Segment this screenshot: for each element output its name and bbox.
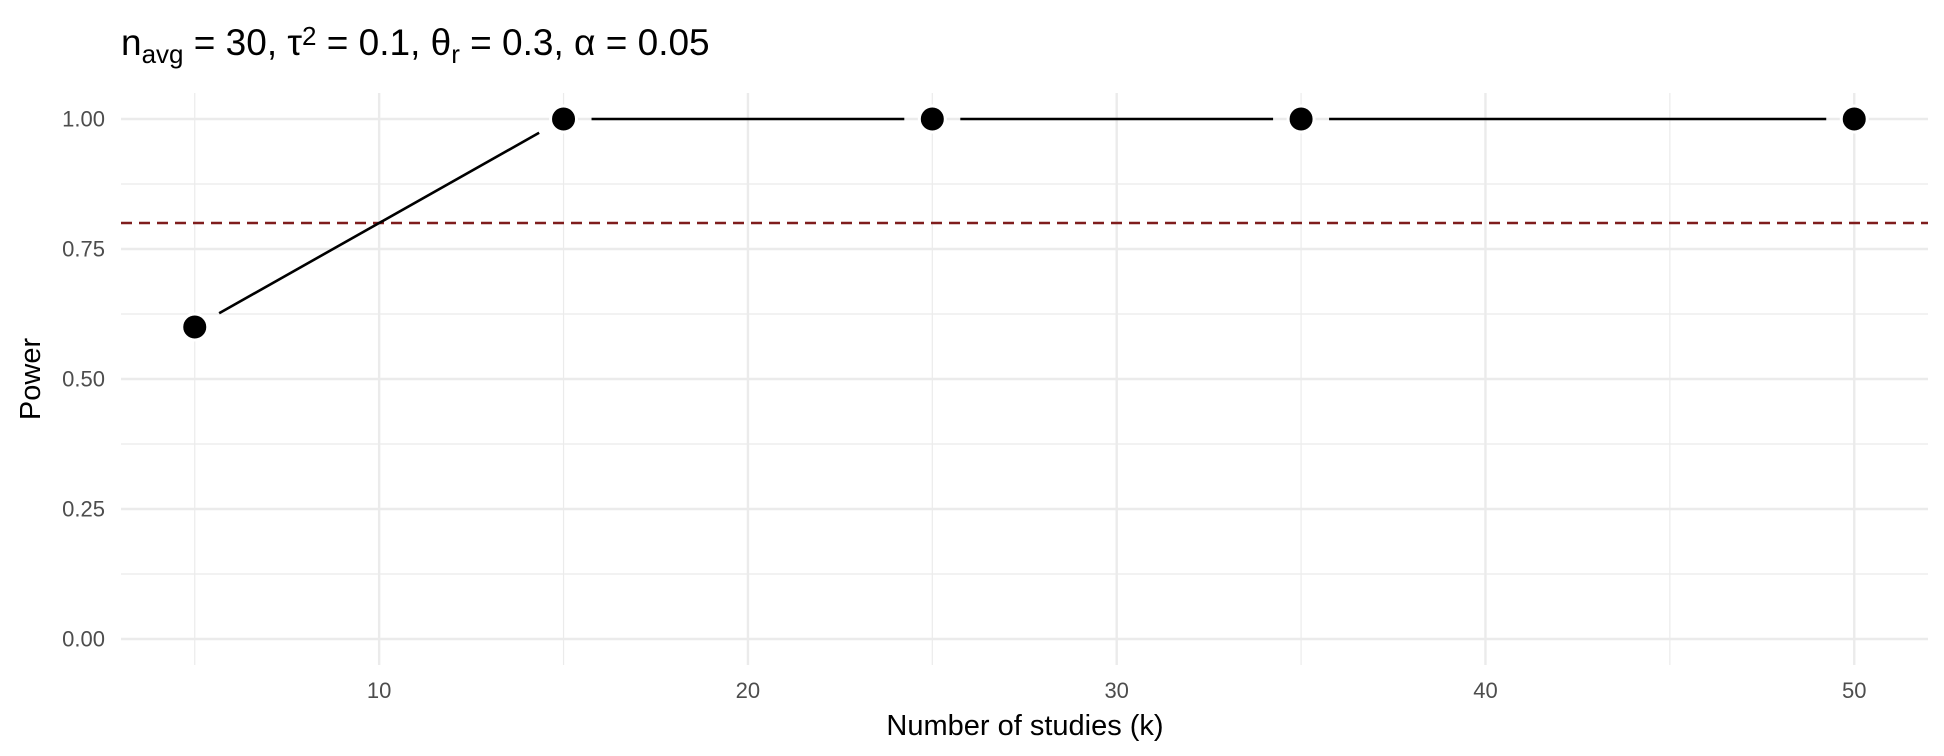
data-point <box>180 312 210 342</box>
chart-title-part: avg <box>142 39 184 69</box>
chart-title: navg = 30, τ2 = 0.1, θr = 0.3, α = 0.05 <box>121 21 710 69</box>
chart-title-part: 2 <box>302 21 316 51</box>
x-tick-label: 40 <box>1473 678 1497 703</box>
y-tick-label: 0.00 <box>62 627 105 652</box>
x-tick-label: 10 <box>367 678 391 703</box>
series-line-segment <box>218 131 540 315</box>
x-axis-tick-labels: 10 20 30 40 50 <box>367 678 1867 703</box>
series-line-group <box>218 117 1827 315</box>
chart-title-part: n <box>121 22 142 63</box>
x-tick-label: 30 <box>1104 678 1128 703</box>
y-tick-label: 1.00 <box>62 107 105 132</box>
x-tick-label: 20 <box>736 678 760 703</box>
data-point <box>549 104 579 134</box>
y-tick-label: 0.50 <box>62 367 105 392</box>
data-point <box>1286 104 1316 134</box>
chart-title-part: r <box>451 39 460 69</box>
y-axis-tick-labels: 0.00 0.25 0.50 0.75 1.00 <box>62 107 105 652</box>
chart-title-part: = 30, τ <box>184 22 303 63</box>
y-axis-title: Power <box>15 338 47 421</box>
x-axis-title: Number of studies (k) <box>886 710 1163 742</box>
y-tick-label: 0.25 <box>62 497 105 522</box>
data-point <box>917 104 947 134</box>
series-points-group <box>180 104 1869 342</box>
chart-title-part: = 0.1, θ <box>316 22 451 63</box>
x-tick-label: 50 <box>1842 678 1866 703</box>
data-point <box>1839 104 1869 134</box>
y-tick-label: 0.75 <box>62 237 105 262</box>
chart-title-part: = 0.3, α = 0.05 <box>460 22 710 63</box>
